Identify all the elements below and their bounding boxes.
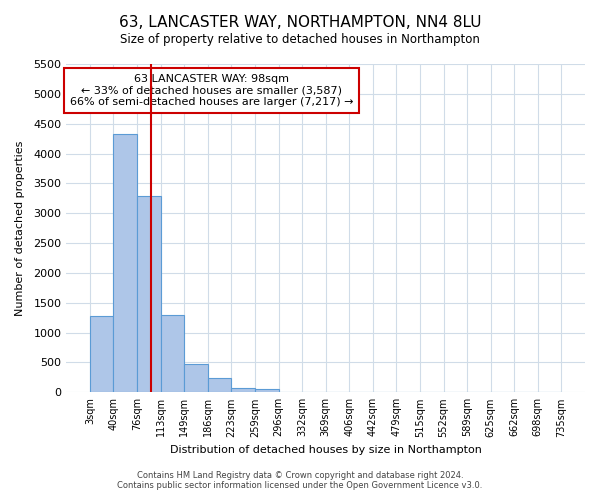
Bar [113,134,137,392]
Text: 63, LANCASTER WAY, NORTHAMPTON, NN4 8LU: 63, LANCASTER WAY, NORTHAMPTON, NN4 8LU [119,15,481,30]
Bar [184,364,208,392]
Bar [232,388,255,392]
Bar [90,316,113,392]
Bar [161,316,184,392]
Text: Size of property relative to detached houses in Northampton: Size of property relative to detached ho… [120,32,480,46]
Text: 63 LANCASTER WAY: 98sqm
← 33% of detached houses are smaller (3,587)
66% of semi: 63 LANCASTER WAY: 98sqm ← 33% of detache… [70,74,353,107]
Bar [255,390,278,392]
X-axis label: Distribution of detached houses by size in Northampton: Distribution of detached houses by size … [170,445,482,455]
Text: Contains HM Land Registry data © Crown copyright and database right 2024.
Contai: Contains HM Land Registry data © Crown c… [118,470,482,490]
Bar [137,196,161,392]
Y-axis label: Number of detached properties: Number of detached properties [15,140,25,316]
Bar [208,378,232,392]
